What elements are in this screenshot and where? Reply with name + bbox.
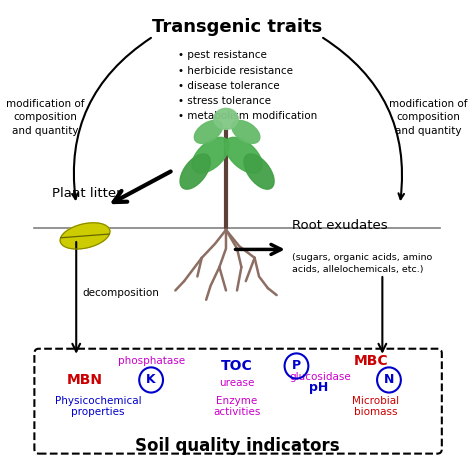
Text: pH: pH [309,381,328,394]
Text: Transgenic traits: Transgenic traits [152,18,322,36]
FancyBboxPatch shape [35,349,442,454]
Text: Enzyme: Enzyme [216,396,258,407]
Text: • pest resistance
• herbicide resistance
• disease tolerance
• stress tolerance
: • pest resistance • herbicide resistance… [178,50,317,121]
Text: TOC: TOC [221,359,253,373]
Ellipse shape [214,108,238,129]
Ellipse shape [180,154,210,189]
Ellipse shape [194,121,222,144]
Text: modification of
composition
and quantity: modification of composition and quantity [6,99,85,136]
Text: Plant litter: Plant litter [53,187,122,199]
Text: K: K [146,373,156,386]
Text: decomposition: decomposition [83,288,160,298]
Text: P: P [292,359,301,372]
Text: MBC: MBC [354,354,389,368]
Text: MBN: MBN [67,373,103,387]
Text: urease: urease [219,378,255,388]
Text: Root exudates: Root exudates [292,219,388,232]
Ellipse shape [60,223,110,249]
Ellipse shape [225,137,262,173]
Text: properties: properties [72,407,125,416]
Text: (sugars, organic acids, amino
acids, allelochemicals, etc.): (sugars, organic acids, amino acids, all… [292,253,432,274]
Ellipse shape [192,137,229,173]
Text: Soil quality indicators: Soil quality indicators [135,437,339,454]
Text: biomass: biomass [354,407,398,416]
Ellipse shape [244,154,274,189]
Text: Physicochemical: Physicochemical [55,396,142,407]
Text: activities: activities [213,407,261,416]
Text: glucosidase: glucosidase [290,372,352,382]
Text: modification of
composition
and quantity: modification of composition and quantity [389,99,468,136]
Text: phosphatase: phosphatase [118,356,185,366]
Text: N: N [384,373,394,386]
Ellipse shape [232,121,260,144]
Text: Microbial: Microbial [352,396,399,407]
